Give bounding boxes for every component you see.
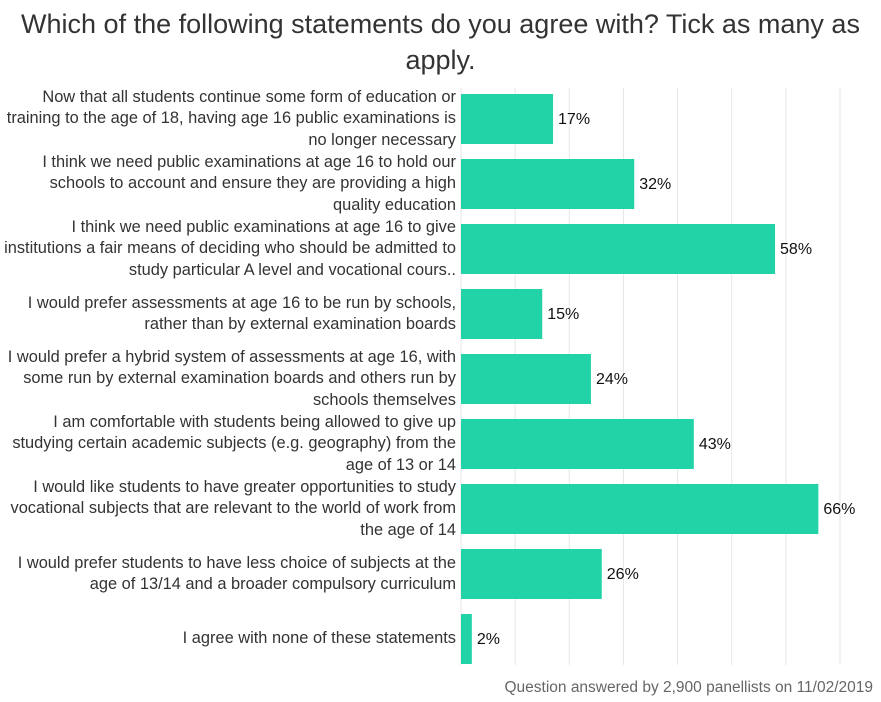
category-label: I think we need public examinations at a… <box>42 152 456 214</box>
bar <box>461 159 635 209</box>
chart-title: Which of the following statements do you… <box>21 9 860 75</box>
value-label: 32% <box>639 176 671 193</box>
footnote: Question answered by 2,900 panellists on… <box>504 679 873 696</box>
bar <box>461 354 591 404</box>
category-label: I would like students to have greater op… <box>10 477 457 539</box>
value-label: 24% <box>596 371 628 388</box>
value-label: 26% <box>607 566 639 583</box>
bar <box>461 549 602 599</box>
category-label: Now that all students continue some form… <box>6 87 456 149</box>
value-label: 66% <box>823 501 855 518</box>
value-label: 2% <box>477 631 500 648</box>
bar <box>461 94 554 144</box>
bar <box>461 614 472 664</box>
value-label: 58% <box>780 241 812 258</box>
value-label: 15% <box>547 306 579 323</box>
category-label: I would prefer a hybrid system of assess… <box>7 347 456 409</box>
category-label: I agree with none of these statements <box>182 629 456 648</box>
bar <box>461 419 694 469</box>
category-label: I would prefer students to have less cho… <box>17 553 456 594</box>
bar <box>461 224 776 274</box>
value-label: 43% <box>699 436 731 453</box>
category-label: I would prefer assessments at age 16 to … <box>27 293 456 334</box>
category-label: I am comfortable with students being all… <box>12 412 456 474</box>
bar <box>461 484 819 534</box>
category-label: I think we need public examinations at a… <box>4 217 456 279</box>
bar <box>461 289 543 339</box>
value-label: 17% <box>558 111 590 128</box>
